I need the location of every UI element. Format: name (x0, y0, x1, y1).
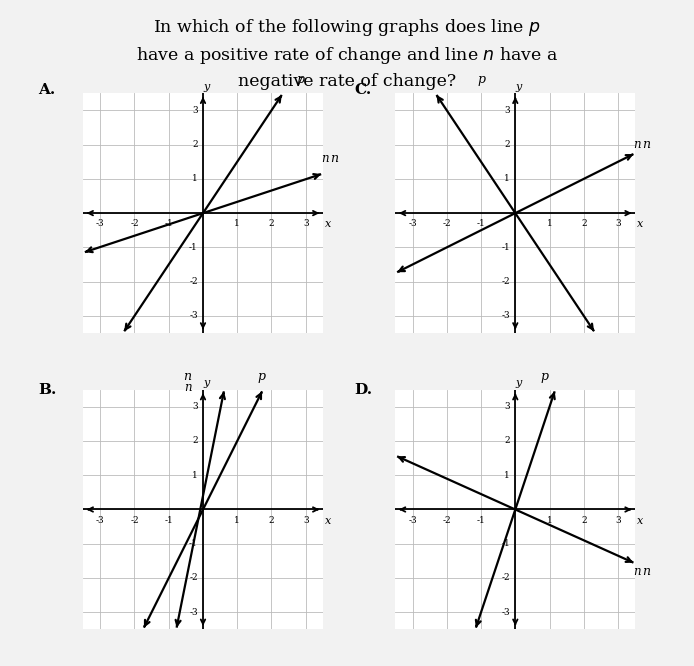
Text: -3: -3 (96, 219, 105, 228)
Text: -2: -2 (443, 515, 451, 525)
Text: x: x (637, 219, 643, 229)
Text: In which of the following graphs does line $p$
have a positive rate of change an: In which of the following graphs does li… (136, 17, 558, 90)
Text: 1: 1 (547, 219, 552, 228)
Text: n: n (642, 138, 650, 151)
Text: y: y (515, 378, 521, 388)
Text: 3: 3 (303, 515, 309, 525)
Text: n: n (642, 565, 650, 577)
Text: -2: -2 (502, 277, 510, 286)
Text: C.: C. (354, 83, 371, 97)
Text: -1: -1 (189, 243, 198, 252)
Text: -1: -1 (501, 539, 510, 548)
Text: y: y (203, 81, 209, 91)
Text: -3: -3 (189, 312, 198, 320)
Text: 3: 3 (192, 402, 198, 411)
Text: -3: -3 (408, 219, 417, 228)
Text: n: n (330, 152, 338, 165)
Text: -1: -1 (189, 539, 198, 548)
Text: n: n (321, 152, 328, 165)
Text: -2: -2 (130, 219, 139, 228)
Text: 3: 3 (505, 106, 510, 115)
Text: -3: -3 (189, 608, 198, 617)
Text: 3: 3 (192, 106, 198, 115)
Text: 1: 1 (235, 515, 240, 525)
Text: -3: -3 (502, 312, 510, 320)
Text: -3: -3 (502, 608, 510, 617)
Text: p: p (477, 73, 485, 87)
Text: -3: -3 (96, 515, 105, 525)
Text: 1: 1 (505, 471, 510, 480)
Text: -3: -3 (408, 515, 417, 525)
Text: -2: -2 (189, 277, 198, 286)
Text: 3: 3 (616, 219, 621, 228)
Text: x: x (325, 515, 331, 525)
Text: D.: D. (354, 383, 372, 397)
Text: 1: 1 (547, 515, 552, 525)
Text: 2: 2 (505, 436, 510, 446)
Text: A.: A. (38, 83, 56, 97)
Text: 2: 2 (269, 219, 274, 228)
Text: 2: 2 (581, 219, 586, 228)
Text: -2: -2 (189, 573, 198, 583)
Text: 1: 1 (235, 219, 240, 228)
Text: n: n (184, 382, 192, 394)
Text: y: y (203, 378, 209, 388)
Text: 3: 3 (303, 219, 309, 228)
Text: n: n (633, 138, 641, 151)
Text: 2: 2 (269, 515, 274, 525)
Text: -1: -1 (164, 219, 173, 228)
Text: 2: 2 (192, 436, 198, 446)
Text: -1: -1 (501, 243, 510, 252)
Text: -1: -1 (477, 515, 485, 525)
Text: 3: 3 (616, 515, 621, 525)
Text: 2: 2 (192, 140, 198, 149)
Text: 1: 1 (192, 471, 198, 480)
Text: p: p (257, 370, 265, 383)
Text: 1: 1 (192, 174, 198, 183)
Text: n: n (633, 565, 641, 577)
Text: -1: -1 (164, 515, 173, 525)
Text: 2: 2 (505, 140, 510, 149)
Text: p: p (296, 73, 305, 87)
Text: 3: 3 (505, 402, 510, 411)
Text: n: n (184, 370, 192, 383)
Text: 1: 1 (505, 174, 510, 183)
Text: x: x (325, 219, 331, 229)
Text: -1: -1 (477, 219, 485, 228)
Text: B.: B. (38, 383, 56, 397)
Text: x: x (637, 515, 643, 525)
Text: 2: 2 (581, 515, 586, 525)
Text: p: p (541, 370, 548, 383)
Text: -2: -2 (130, 515, 139, 525)
Text: -2: -2 (502, 573, 510, 583)
Text: y: y (515, 81, 521, 91)
Text: -2: -2 (443, 219, 451, 228)
